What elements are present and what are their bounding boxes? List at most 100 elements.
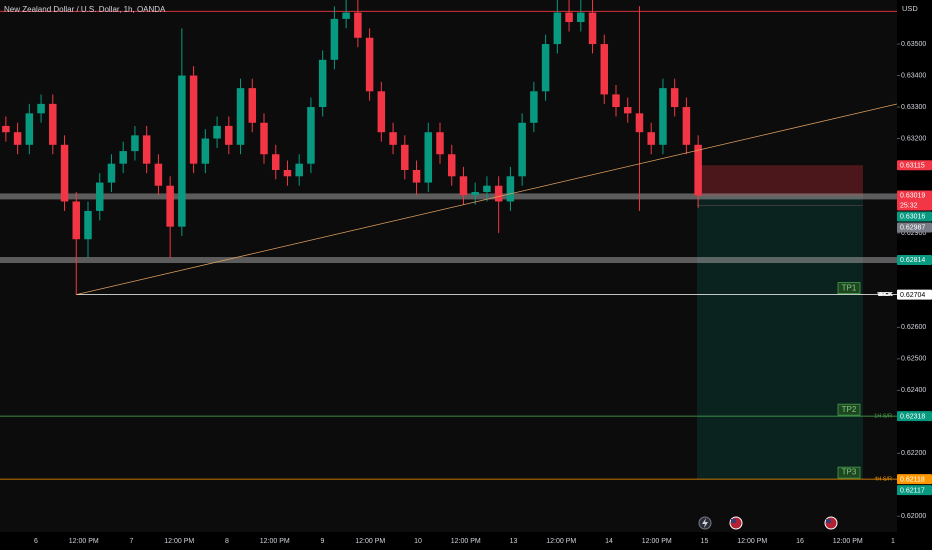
flag-canton <box>826 519 831 523</box>
x-tick-label: 6 <box>34 538 38 545</box>
x-tick-label: 12:00 PM <box>737 538 767 545</box>
candle-body <box>436 132 444 155</box>
price-tag <box>897 255 932 266</box>
y-tick-label: 0.62000 <box>901 513 926 520</box>
candle-body <box>37 103 45 114</box>
price-tag-label: 0.63019 <box>900 193 925 200</box>
level-label: 1H S/R <box>874 194 892 200</box>
y-tick-label: 0.63200 <box>901 135 926 142</box>
candle-body <box>342 12 350 19</box>
x-tick-label: 12:00 PM <box>69 538 99 545</box>
candle-body <box>154 163 163 186</box>
candle-body <box>670 88 679 108</box>
level-label: 4H S/R <box>874 477 892 483</box>
price-tag-label: 0.63016 <box>900 214 925 221</box>
candle-body <box>189 75 198 164</box>
countdown-label: 25:32 <box>900 202 918 209</box>
x-tick-label: 12:00 PM <box>451 538 481 545</box>
candle-body <box>424 132 433 183</box>
price-tag <box>897 160 932 171</box>
target-label: TP2 <box>842 405 857 414</box>
price-tag <box>897 474 932 485</box>
candle-body <box>612 94 620 108</box>
candle-body <box>49 103 57 145</box>
candle-body <box>25 113 34 145</box>
candle-body <box>72 201 81 240</box>
y-tick-label: 0.63300 <box>901 104 926 111</box>
candle-body <box>166 185 174 227</box>
target-label: TP3 <box>842 468 857 477</box>
candle-body <box>389 132 397 145</box>
x-tick-label: 12:00 PM <box>355 538 385 545</box>
target-label: TP1 <box>842 283 857 292</box>
candle-body <box>682 107 691 145</box>
trend-layer <box>76 103 898 296</box>
candle-body <box>506 176 515 202</box>
candle-body <box>271 154 280 170</box>
y-tick-label: 0.63400 <box>901 72 926 79</box>
price-tag-label: 0.62318 <box>900 413 925 420</box>
level-label: 1H S/R <box>874 257 892 263</box>
candle-body <box>588 12 597 45</box>
candle-body <box>318 59 327 108</box>
y-tick-label: 0.62500 <box>901 356 926 363</box>
x-tick-label: 1 <box>891 538 895 545</box>
candle-body <box>142 135 151 164</box>
x-tick-label: 14 <box>605 538 613 545</box>
candle-body <box>530 91 538 123</box>
candle-body <box>95 182 104 211</box>
price-tag <box>897 289 932 300</box>
x-tick-label: 15 <box>701 538 709 545</box>
flag-canton <box>731 519 736 523</box>
chart-title: New Zealand Dollar / U.S. Dollar, 1h, OA… <box>4 5 166 14</box>
candle-body <box>178 75 186 227</box>
price-axis <box>897 0 932 550</box>
price-tag-label: 0.62987 <box>900 225 925 232</box>
level-label: 1H S/R <box>874 414 892 420</box>
candle-body <box>577 12 585 23</box>
candles-layer <box>2 0 702 295</box>
x-tick-label: 8 <box>225 538 229 545</box>
x-tick-label: 7 <box>130 538 134 545</box>
stop-zone <box>697 165 863 197</box>
candle-body <box>13 132 22 145</box>
x-tick-label: 13 <box>510 538 518 545</box>
price-tag-label: 0.62118 <box>900 476 925 483</box>
candle-body <box>60 144 69 202</box>
candle-body <box>471 192 479 196</box>
candle-body <box>354 12 362 38</box>
candle-body <box>565 12 573 23</box>
candle-body <box>635 113 644 133</box>
price-tag-label: 0.62704 <box>900 292 925 299</box>
price-tag-label: 0.62814 <box>900 257 925 264</box>
price-tag <box>897 190 932 211</box>
candle-body <box>483 185 491 193</box>
x-tick-label: 12:00 PM <box>833 538 863 545</box>
price-tag-label: 0.63115 <box>900 162 925 169</box>
candle-body <box>213 125 221 139</box>
x-tick-label: 12:00 PM <box>164 538 194 545</box>
currency-label: USD <box>902 4 918 13</box>
plot-background <box>0 0 897 532</box>
level-band <box>0 257 897 264</box>
levels-layer: 1H S/R 1H S/R WICK 1H S/R 4H S/R <box>0 10 897 483</box>
candle-body <box>260 122 268 155</box>
y-tick-label: 0.63500 <box>901 41 926 48</box>
y-tick-label: 0.62600 <box>901 324 926 331</box>
x-tick-label: 12:00 PM <box>642 538 672 545</box>
price-tag-label: 0.62117 <box>900 487 925 494</box>
tags-layer: 0.63115 0.63019 25:32 0.63016 0.62987 0.62814… <box>878 160 932 496</box>
target-badge <box>837 466 861 479</box>
candle-body <box>107 163 116 183</box>
candle-body <box>283 169 292 177</box>
time-axis <box>0 532 897 550</box>
candle-body <box>447 154 456 177</box>
axis-layer: 0.63500 0.63400 0.63300 0.63200 0.62900 0.626… <box>34 41 926 545</box>
trend-line <box>76 103 898 296</box>
y-tick-label: 0.62900 <box>901 230 926 237</box>
y-tick-label: 0.62200 <box>901 450 926 457</box>
candle-body <box>330 18 339 60</box>
x-tick-label: 16 <box>796 538 804 545</box>
event-icons <box>698 516 838 530</box>
candle-body <box>401 144 409 170</box>
